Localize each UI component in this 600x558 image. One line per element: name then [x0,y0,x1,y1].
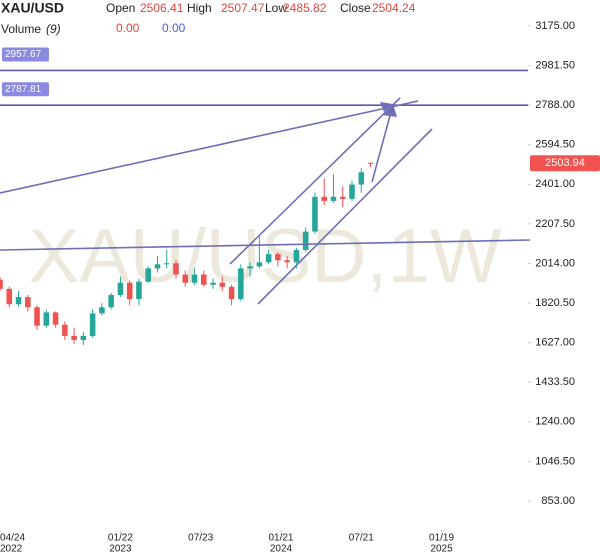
y-tick-label: 2981.50 [535,59,575,71]
ohlc-value: 2507.47 [221,1,265,15]
ohlc-value: 2504.24 [372,1,416,15]
candle-body [163,263,170,265]
candle-body [330,196,337,201]
y-tick-label: 3175.00 [535,20,575,32]
candle-body [275,254,281,261]
price-line-label: 2957.67 [5,49,42,60]
candle-body [201,274,207,285]
y-tick-label: 2014.00 [535,257,575,269]
candle-body [52,312,59,325]
candle-body [358,172,365,185]
y-tick-label: 1433.50 [535,376,575,388]
candle-body [256,262,263,267]
x-tick-year: 2022 [0,544,23,555]
price-line-label: 2787.81 [5,84,42,95]
ohlc-value: 2485.82 [283,1,327,15]
candle-body [265,254,272,263]
candle-body [80,335,87,341]
candle-body [15,297,22,305]
y-tick-label: 2401.00 [535,178,575,190]
y-tick-label: 1820.50 [535,297,575,309]
candle-body [136,281,142,300]
candle-body [339,196,346,199]
ohlc-value: 2506.41 [140,1,184,15]
arrow-head [380,102,393,112]
x-tick-label: 01/21 [268,533,293,544]
ohlc-label: Low [265,1,287,15]
watermark: XAU/USD,1W [29,214,502,299]
volume-value: 0.00 [162,21,186,35]
volume-period: (9) [46,22,61,36]
price-line-label-bg [2,47,49,62]
ohlc-label: Close [340,1,371,15]
candle-body [117,282,124,295]
candle-body [43,312,50,326]
last-price-label: 2503.94 [545,157,585,169]
x-tick-year: 2025 [430,544,453,555]
y-tick-label: 853.00 [541,495,575,507]
candle-body [238,268,244,300]
y-tick-label: 1046.50 [535,455,575,467]
candle-body [6,288,13,305]
candle-body [210,282,216,285]
price-line-label-bg [2,82,49,97]
x-tick-label: 01/22 [108,533,133,544]
candle-body [145,268,151,282]
candle-body [191,274,198,283]
candle-body [349,184,355,199]
x-tick-label: 07/21 [349,533,374,544]
candle-body [89,313,96,336]
candle-body [284,260,290,263]
candle-body [182,274,189,283]
trend-line [0,239,531,251]
y-tick-label: 2207.50 [535,218,575,230]
y-tick-label: 2594.50 [535,139,575,151]
candle-body [367,162,374,164]
y-tick-label: 2788.00 [535,99,575,111]
candle-body [302,231,309,250]
drawings [0,97,531,305]
candle-body [321,196,327,201]
candle-body [62,324,68,336]
channel-line [229,97,401,265]
volume-value: 0.00 [116,21,140,35]
y-tick-label: 1627.00 [535,337,575,349]
candle-body [71,335,77,341]
x-tick-label: 07/23 [188,533,213,544]
candle-body [247,266,253,269]
symbol: XAU/USD [1,0,64,16]
candle-body [293,249,300,263]
ohlc-label: Open [106,1,135,15]
candle-body [154,264,161,269]
x-tick-label: 01/19 [429,533,454,544]
candle-body [219,282,226,287]
candle-body [0,279,3,289]
candle-body [126,282,133,300]
last-price-bg [530,155,600,172]
x-tick-label: 04/24 [0,533,25,544]
candle-body [228,286,235,300]
y-tick-label: 1240.00 [535,416,575,428]
channel-line [257,128,433,305]
x-tick-year: 2023 [109,544,132,555]
candle-body [173,263,179,275]
volume-label: Volume [1,22,41,36]
trend-line [0,100,419,194]
candle-body [99,307,105,314]
candle-body [25,297,31,308]
candle-body [34,307,40,326]
arrow-line [371,111,392,183]
candle-body [312,196,318,232]
arrow-head [382,104,397,117]
x-tick-year: 2024 [270,544,293,555]
candle-body [108,294,114,308]
ohlc-label: High [187,1,212,15]
